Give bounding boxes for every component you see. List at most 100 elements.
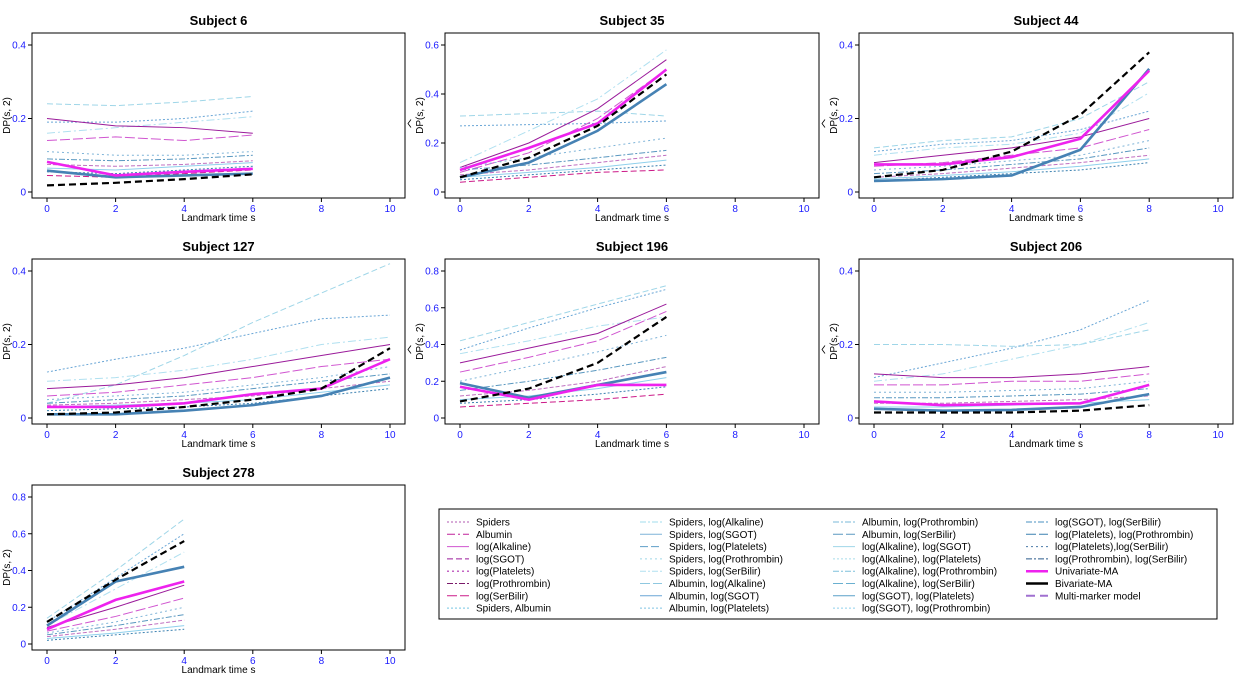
panel-title: Subject 35: [599, 13, 664, 28]
model-line: [459, 366, 667, 397]
y-tick-label: 0.4: [425, 340, 439, 351]
legend-label: Spiders: [476, 518, 510, 529]
x-tick-label: 2: [526, 204, 532, 215]
model-line: [459, 316, 667, 355]
x-tick-label: 10: [798, 430, 810, 441]
model-line: [459, 159, 667, 178]
legend-label: Albumin, log(Alkaline): [669, 579, 766, 590]
panel-frame: [31, 32, 406, 199]
multi-marker-line: [873, 392, 1150, 412]
x-tick-label: 0: [44, 430, 50, 441]
panel-frame: [444, 32, 820, 199]
x-tick-label: 6: [250, 204, 256, 215]
model-line: [46, 151, 253, 156]
x-tick-label: 4: [1009, 204, 1015, 215]
model-line: [873, 158, 1150, 180]
x-tick-label: 8: [732, 430, 738, 441]
y-tick-label: 0.2: [839, 340, 853, 351]
y-tick-label: 0: [847, 414, 853, 425]
multi-marker-line: [873, 68, 1151, 183]
model-line: [459, 59, 667, 168]
panel-frame: [858, 258, 1234, 425]
model-line: [46, 597, 185, 632]
model-line: [873, 92, 1150, 156]
y-tick-label: 0: [20, 188, 26, 199]
univariate-ma-line: [459, 68, 668, 172]
legend-label: Albumin, log(SerBilir): [862, 530, 956, 541]
y-axis-label: DP(s, 2): [2, 549, 13, 586]
x-axis-label: Landmark time s: [1009, 213, 1083, 224]
model-line: [459, 393, 667, 408]
x-tick-label: 10: [1212, 204, 1224, 215]
panel-frame: [31, 484, 406, 651]
panel-6: Subject 206 0 2 4 6 8 10 0 0.2 0.4 Landmark time s…: [821, 239, 1234, 450]
x-tick-label: 8: [732, 204, 738, 215]
model-line: [873, 299, 1150, 379]
panel-5: Subject 196 0 2 4 6 8 10 0 0.2 0.4 0.6 0.8 Landmark …: [407, 239, 820, 450]
y-tick-label: 0.2: [839, 114, 853, 125]
bivariate-ma-line: [873, 51, 1150, 179]
x-tick-label: 10: [1212, 430, 1224, 441]
x-tick-label: 6: [250, 430, 256, 441]
model-line: [873, 366, 1150, 379]
bivariate-ma-line: [874, 404, 1150, 414]
y-axis-label: DP(s, 2): [415, 323, 426, 360]
model-line: [46, 373, 391, 404]
y-tick-label: 0.4: [12, 566, 26, 577]
y-tick-label: 0: [433, 414, 439, 425]
panel-4: Subject 127 0 2 4 6 8 10 0 0.2 0.4 Landmark time s…: [2, 239, 406, 450]
model-line: [459, 149, 667, 171]
univariate-ma-line: [874, 69, 1151, 166]
model-line: [46, 366, 391, 401]
y-axis-label: DP(s, 2): [829, 97, 840, 134]
legend-label: log(SGOT), log(Prothrombin): [862, 604, 990, 615]
y-axis-label: DP(s, 2): [829, 323, 840, 360]
legend-label: log(SGOT), log(Platelets): [862, 591, 974, 602]
legend-label: log(Prothrombin), log(SerBilir): [1055, 554, 1187, 565]
legend-label: log(Platelets): [476, 567, 534, 578]
legend-label: Bivariate-MA: [1055, 579, 1113, 590]
model-line: [459, 49, 667, 164]
y-tick-label: 0: [20, 640, 26, 651]
y-tick-label: 0.4: [839, 267, 853, 278]
y-axis-label: DP(s, 2): [2, 97, 13, 134]
model-line: [46, 606, 185, 634]
y-tick-label: 0.8: [12, 493, 26, 504]
panel-3: Subject 44 0 2 4 6 8 10 0 0.2 0.4 Landmark time s D…: [821, 13, 1234, 224]
legend-label: Univariate-MA: [1055, 567, 1119, 578]
univariate-ma-line: [873, 383, 1150, 407]
x-tick-label: 2: [113, 430, 119, 441]
x-tick-label: 8: [1146, 430, 1152, 441]
hat-symbol: [407, 119, 412, 128]
legend-label: Albumin: [476, 530, 512, 541]
x-tick-label: 2: [940, 430, 946, 441]
x-tick-label: 0: [871, 204, 877, 215]
univariate-ma-line: [46, 580, 185, 631]
model-line: [459, 154, 667, 176]
model-line: [874, 329, 1150, 347]
y-tick-label: 0: [847, 188, 853, 199]
model-line: [46, 384, 391, 408]
legend-label: Spiders, log(Prothrombin): [669, 554, 783, 565]
x-axis-label: Landmark time s: [182, 665, 256, 676]
legend-label: Spiders, log(SerBilir): [669, 567, 761, 578]
y-tick-label: 0: [433, 188, 439, 199]
legend-label: Spiders, Albumin: [476, 604, 551, 615]
plot-area: [46, 518, 185, 641]
model-line: [459, 285, 667, 342]
x-tick-label: 10: [798, 204, 810, 215]
model-line: [874, 388, 1150, 399]
panel-2: Subject 35 0 2 4 6 8 10 0 0.2 0.4 0.6 Landmark time…: [407, 13, 820, 224]
y-tick-label: 0.2: [425, 377, 439, 388]
panel-title: Subject 127: [182, 239, 254, 254]
model-line: [46, 118, 253, 134]
x-axis-label: Landmark time s: [182, 439, 256, 450]
y-tick-label: 0.6: [425, 41, 439, 52]
model-line: [46, 344, 391, 390]
legend-label: Albumin, log(Platelets): [669, 604, 769, 615]
y-tick-label: 0.6: [12, 529, 26, 540]
model-line: [459, 356, 667, 391]
x-axis-label: Landmark time s: [595, 439, 669, 450]
panel-title: Subject 6: [190, 13, 248, 28]
